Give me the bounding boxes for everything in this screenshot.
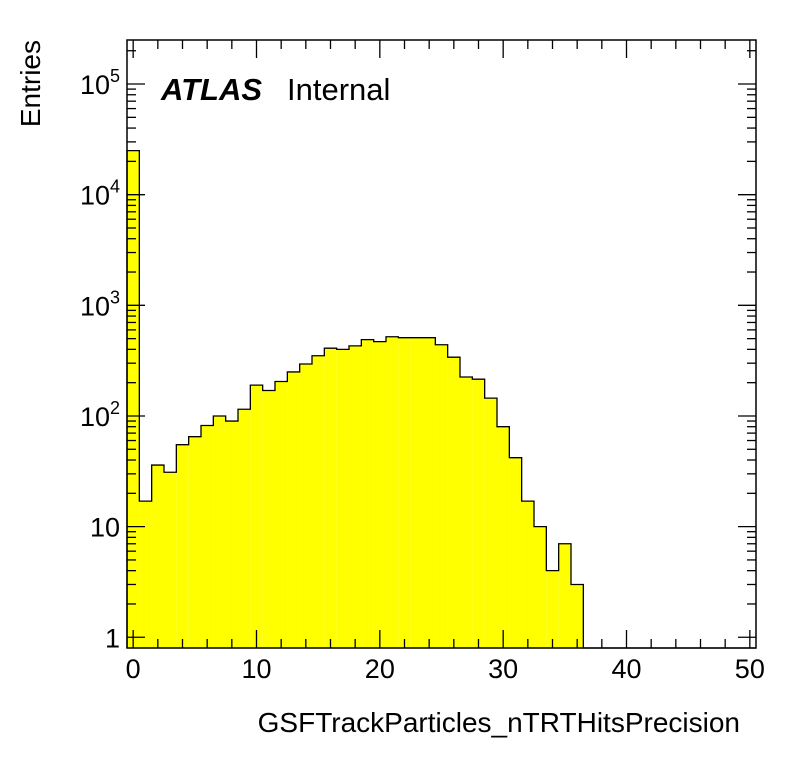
histogram-bar (509, 457, 522, 648)
histogram-bar (386, 336, 399, 648)
histogram-bar (336, 349, 349, 648)
y-tick-label: 10 (90, 513, 120, 543)
histogram-bar (188, 436, 201, 648)
y-tick-label: 105 (80, 66, 120, 100)
y-axis-title: Entries (15, 40, 46, 127)
histogram-bar (349, 345, 362, 648)
histogram-bar (238, 409, 251, 648)
y-tick-label: 103 (80, 287, 120, 321)
histogram-bar (447, 357, 460, 648)
histogram-bar (546, 570, 559, 648)
plot-frame (126, 39, 757, 649)
histogram-bar (484, 398, 497, 648)
histogram-bar (497, 426, 510, 648)
histogram-bar (299, 363, 312, 648)
histogram-bar (164, 472, 177, 648)
histogram-bar (361, 339, 374, 648)
histogram-bar (558, 543, 571, 648)
histogram-bar (571, 584, 584, 648)
histogram-bar (139, 501, 152, 648)
histogram-bars (127, 150, 584, 649)
x-tick-label: 40 (611, 654, 641, 684)
histogram-bar (250, 385, 263, 648)
histogram-bar (213, 415, 226, 648)
atlas-label: ATLAS (160, 72, 262, 107)
histogram-bar (398, 337, 411, 648)
histogram-bar (151, 465, 164, 648)
x-tick-label: 30 (488, 654, 518, 684)
histogram-bar (410, 337, 423, 648)
histogram-bar (472, 379, 485, 648)
histogram-bar (534, 526, 547, 648)
histogram-bar (373, 341, 386, 648)
histogram-outline (126, 149, 756, 649)
histogram-bar (275, 381, 288, 648)
axis-ticks (127, 40, 756, 648)
histogram-bar (176, 444, 189, 648)
x-axis-title: GSFTrackParticles_nTRTHitsPrecision (258, 707, 740, 738)
histogram-bar (201, 425, 214, 648)
x-tick-label: 10 (241, 654, 271, 684)
y-tick-label: 104 (80, 177, 120, 211)
x-tick-label: 50 (735, 654, 765, 684)
histogram-bar (435, 344, 448, 648)
y-tick-label: 102 (80, 398, 120, 432)
histogram-bar (521, 501, 534, 648)
atlas-status: Internal (287, 72, 390, 107)
tick-labels: 0 10 20 30 40 50 1 10 102 103 104 105 (80, 66, 765, 684)
histogram-bar (324, 348, 337, 648)
histogram-bar (225, 421, 238, 648)
histogram-bar (287, 371, 300, 648)
histogram-bar (423, 337, 436, 648)
histogram-bar (460, 377, 473, 648)
histogram-bar (262, 390, 275, 648)
x-tick-label: 20 (365, 654, 395, 684)
y-tick-label: 1 (105, 623, 120, 653)
histogram-bar (127, 150, 140, 649)
histogram-bar (312, 355, 325, 648)
x-tick-label: 0 (126, 654, 141, 684)
